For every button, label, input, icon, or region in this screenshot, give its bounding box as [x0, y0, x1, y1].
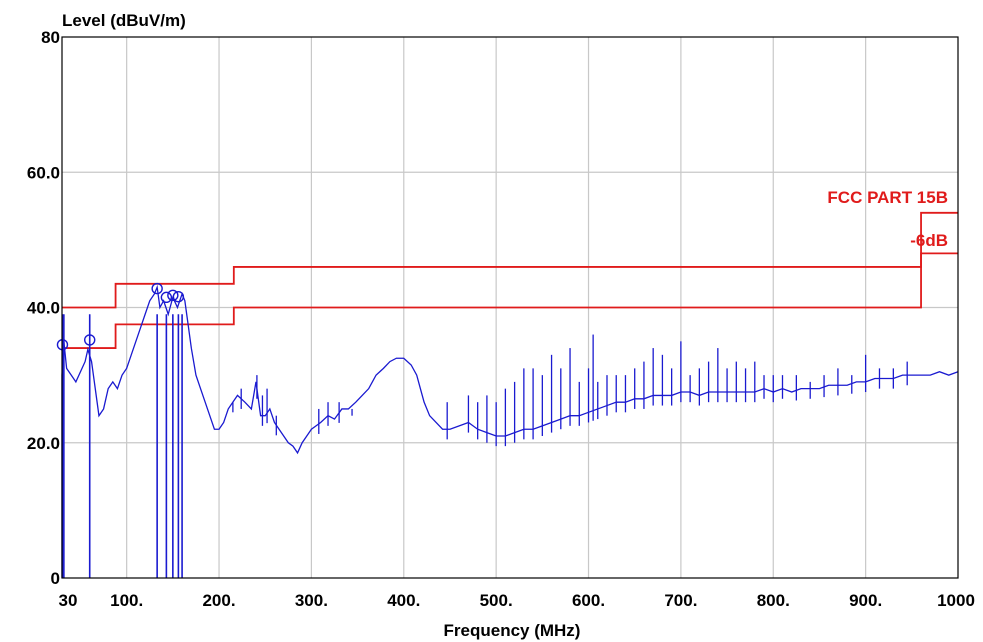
x-tick-label: 100.	[110, 591, 143, 610]
peak-marker	[84, 334, 96, 346]
y-axis-label: Level (dBuV/m)	[62, 11, 186, 30]
limit-line-fcc	[62, 211, 958, 309]
x-axis-ticks: 30 100. 200. 300. 400. 500. 600. 700. 800. 900. 10…	[59, 591, 975, 610]
x-tick-label: 300.	[295, 591, 328, 610]
y-tick-label: 80	[41, 28, 60, 47]
x-tick-label: 400.	[387, 591, 420, 610]
peak-markers	[56, 282, 185, 351]
y-tick-label: 0	[51, 569, 60, 588]
y-tick-label: 60.0	[27, 163, 60, 182]
peak-marker	[160, 291, 173, 304]
limit-label-fcc: FCC PART 15B	[827, 188, 948, 207]
y-tick-label: 20.0	[27, 434, 60, 453]
x-tick-label: 30	[59, 591, 78, 610]
x-tick-label: 1000	[937, 591, 975, 610]
emission-spikes	[232, 334, 908, 447]
peak-marker	[167, 289, 179, 302]
limit-label-6db: -6dB	[910, 231, 948, 250]
x-tick-label: 900.	[849, 591, 882, 610]
measurement-trace	[61, 284, 959, 578]
peak-marker	[172, 290, 185, 303]
peak-marker	[151, 282, 163, 295]
limit-lines	[62, 211, 958, 349]
x-tick-label: 200.	[202, 591, 235, 610]
limit-line-6db	[62, 252, 958, 349]
y-tick-label: 40.0	[27, 299, 60, 318]
x-tick-label: 500.	[480, 591, 513, 610]
plot-frame	[61, 36, 959, 579]
x-tick-label: 700.	[664, 591, 697, 610]
x-axis-label: Frequency (MHz)	[444, 621, 581, 640]
x-tick-label: 600.	[572, 591, 605, 610]
y-axis-ticks: 0 20.0 40.0 60.0 80	[27, 28, 60, 588]
x-tick-label: 800.	[757, 591, 790, 610]
